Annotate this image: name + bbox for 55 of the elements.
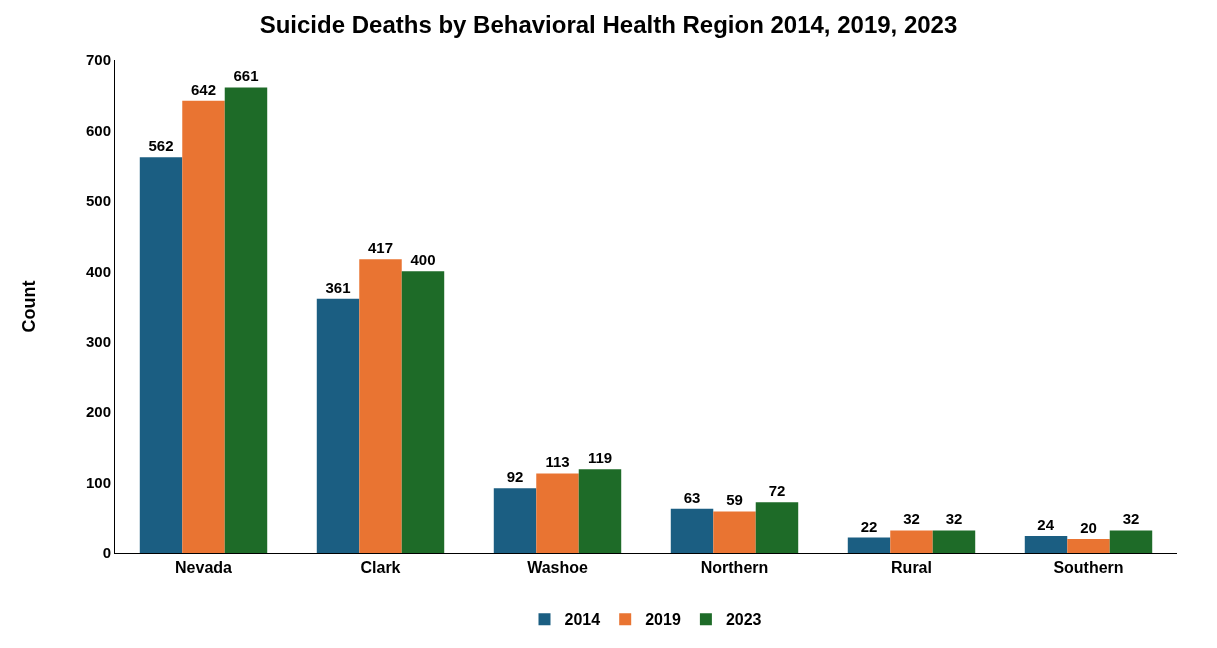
legend-label: 2014 (564, 611, 601, 629)
y-tick-label: 700 (85, 51, 111, 69)
data-label: 113 (545, 453, 570, 471)
bar (890, 530, 933, 553)
data-label: 661 (233, 67, 259, 85)
data-label: 361 (325, 278, 351, 296)
y-tick-label: 100 (85, 473, 111, 491)
x-tick-label: Washoe (527, 559, 588, 577)
data-label: 32 (945, 510, 963, 528)
x-tick-label: Clark (360, 559, 401, 577)
bar (401, 271, 445, 553)
x-tick-label: Northern (700, 559, 769, 577)
data-label: 32 (903, 510, 920, 528)
data-label: 63 (683, 488, 701, 506)
bar (182, 100, 225, 553)
x-tick-label: Nevada (175, 559, 233, 577)
legend-label: 2023 (725, 611, 762, 629)
bar (1109, 530, 1153, 553)
legend-label: 2019 (645, 611, 681, 629)
bar (1067, 538, 1110, 553)
data-label: 400 (410, 251, 436, 269)
y-tick-label: 500 (85, 192, 111, 210)
data-label: 72 (768, 482, 786, 500)
y-axis-title: Count (19, 280, 40, 333)
bar (932, 530, 976, 553)
data-label: 20 (1080, 518, 1097, 536)
data-label: 642 (190, 80, 217, 98)
bar (670, 508, 714, 553)
bar (536, 473, 579, 553)
y-tick-label: 300 (85, 332, 111, 350)
data-label: 92 (506, 468, 524, 486)
bar (316, 298, 360, 553)
y-tick-label: 200 (85, 403, 111, 421)
data-label: 417 (367, 239, 394, 257)
bar (755, 502, 799, 553)
chart-title: Suicide Deaths by Behavioral Health Region 2014, 2019, 2023 (259, 11, 958, 38)
y-tick-label: 600 (85, 121, 111, 139)
data-label: 32 (1122, 510, 1140, 528)
bar (493, 488, 537, 553)
data-label: 562 (148, 137, 174, 155)
data-label: 24 (1037, 516, 1055, 534)
y-tick-label: 400 (85, 262, 111, 280)
x-tick-label: Rural (891, 559, 932, 577)
y-tick-label: 0 (102, 544, 111, 562)
bar (847, 537, 891, 553)
bar (359, 259, 402, 553)
bar (1024, 536, 1068, 553)
bar (139, 157, 183, 553)
bar (224, 87, 268, 553)
x-tick-label: Southern (1053, 559, 1124, 577)
data-label: 119 (587, 449, 613, 467)
bar (713, 511, 756, 553)
bar (578, 469, 622, 553)
data-label: 59 (726, 491, 743, 509)
data-label: 22 (860, 517, 878, 535)
